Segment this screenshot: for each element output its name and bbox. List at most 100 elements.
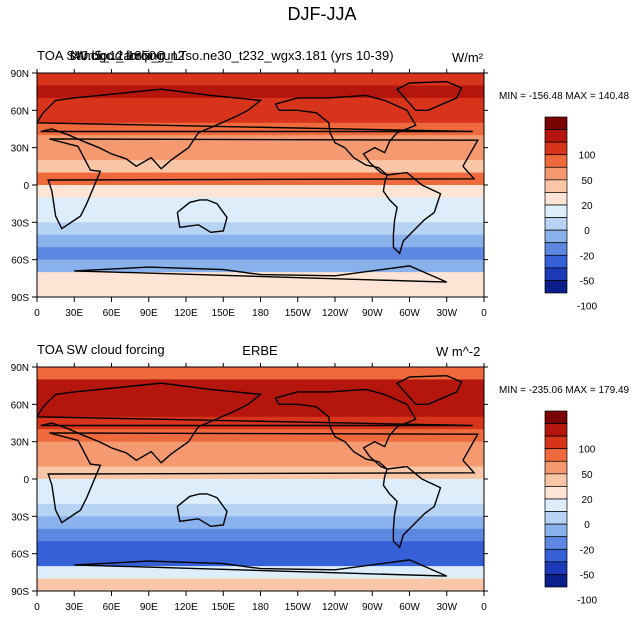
x-tick-label: 30W — [436, 308, 457, 319]
colorbar-label: -50 — [580, 570, 595, 581]
colorbar-label: 20 — [581, 495, 593, 506]
colorbar-swatch — [544, 410, 568, 424]
colorbar-swatch — [544, 192, 568, 206]
colorbar-swatch — [544, 229, 568, 244]
field-band — [37, 122, 484, 136]
panel-center-title-overlap: f40.bgc.2.1850C_LTso.ne30_t232_wgx3.181 … — [70, 48, 394, 63]
y-tick-label: 30N — [11, 144, 29, 155]
x-tick-label: 90E — [140, 602, 158, 613]
map-field — [37, 73, 484, 297]
field-band — [37, 185, 484, 199]
axis-ticks: 0 30E 60E 90E 120E 150E 180 150W 120W 90W 60W 30W 09… — [11, 69, 488, 319]
field-band — [37, 259, 484, 273]
x-tick-label: 150E — [212, 602, 236, 613]
colorbar-swatch — [544, 179, 568, 193]
y-tick-label: 60N — [11, 400, 29, 411]
colorbar-label: 50 — [581, 176, 593, 187]
colorbar-swatch — [544, 523, 568, 538]
y-tick-label: 90N — [11, 363, 29, 374]
coastline — [274, 94, 417, 176]
coastline — [176, 199, 228, 234]
colorbar: 100 50 20 0 -20 -50 -100 — [544, 116, 597, 313]
field-band — [37, 160, 484, 174]
colorbar-label: 50 — [581, 470, 593, 481]
colorbar-swatch — [544, 548, 568, 563]
x-tick-label: 30E — [65, 602, 83, 613]
coastline — [274, 388, 417, 470]
y-tick-label: 0 — [23, 181, 29, 192]
colorbar-label: -100 — [577, 596, 597, 607]
x-tick-label: 0 — [481, 602, 487, 613]
y-tick-label: 90N — [11, 69, 29, 80]
colorbar: 100 50 20 0 -20 -50 -100 — [544, 410, 597, 607]
colorbar-swatch — [544, 486, 568, 500]
field-band — [37, 503, 484, 517]
colorbar-swatch — [544, 574, 568, 588]
y-tick-label: 60S — [11, 550, 29, 561]
colorbar-swatch — [544, 242, 568, 256]
colorbar-swatch — [544, 498, 568, 512]
field-band — [37, 85, 484, 99]
coastline — [395, 80, 463, 112]
x-tick-label: 120E — [174, 602, 198, 613]
colorbar-swatch — [544, 473, 568, 487]
colorbar-swatch — [544, 129, 568, 143]
y-tick-label: 60S — [11, 256, 29, 267]
coastline — [74, 265, 448, 283]
y-tick-label: 90S — [11, 587, 29, 598]
y-tick-label: 90S — [11, 293, 29, 304]
axis-ticks: 0 30E 60E 90E 120E 150E 180 150W 120W 90W 60W 30W 09… — [11, 363, 488, 613]
x-tick-label: 120W — [322, 602, 349, 613]
coastline — [395, 374, 463, 405]
colorbar-label: -20 — [580, 545, 595, 556]
coastline — [47, 138, 480, 230]
colorbar-swatch — [544, 217, 568, 231]
field-band — [37, 234, 484, 248]
colorbar-label: 20 — [581, 201, 593, 212]
colorbar-swatch — [544, 116, 568, 130]
x-tick-label: 150W — [285, 602, 312, 613]
field-band — [37, 284, 484, 297]
x-tick-label: 60E — [103, 308, 121, 319]
colorbar-swatch — [544, 254, 568, 269]
colorbar-swatch — [544, 448, 568, 462]
panel-left-title: TOA SW cloud forcing — [37, 342, 165, 357]
coastlines — [37, 374, 480, 577]
y-tick-label: 60N — [11, 106, 29, 117]
coastline — [47, 432, 480, 524]
colorbar-label: 0 — [584, 520, 590, 531]
field-band — [37, 429, 484, 443]
panel-center-title: cam5_1_amip_run2 — [70, 48, 185, 63]
coastline — [37, 382, 473, 464]
field-band — [37, 566, 484, 580]
field-band — [37, 247, 484, 261]
colorbar-swatch — [544, 280, 568, 294]
x-tick-label: 180 — [252, 308, 269, 319]
y-tick-label: 30S — [11, 512, 29, 523]
colorbar-swatch — [544, 435, 568, 450]
x-tick-label: 0 — [34, 602, 40, 613]
panel-stats: MIN = -156.48 MAX = 140.48 — [499, 91, 630, 102]
colorbar-swatch — [544, 460, 568, 475]
x-tick-label: 30E — [65, 308, 83, 319]
field-band — [37, 416, 484, 430]
y-tick-label: 30N — [11, 438, 29, 449]
field-band — [37, 110, 484, 124]
colorbar-label: 100 — [579, 151, 596, 162]
field-band — [37, 135, 484, 149]
panel-units: W m^-2 — [436, 344, 480, 359]
field-band — [37, 391, 484, 405]
y-tick-label: 0 — [23, 475, 29, 486]
x-tick-label: 30W — [436, 602, 457, 613]
colorbar-swatch — [544, 561, 568, 575]
x-tick-label: 60E — [103, 602, 121, 613]
x-tick-label: 60W — [399, 602, 420, 613]
coastline — [382, 465, 442, 549]
field-band — [37, 73, 484, 87]
colorbar-swatch — [544, 141, 568, 156]
coastline — [176, 493, 228, 528]
field-band — [37, 441, 484, 455]
panel-observations: TOA SW cloud forcing ERBE W m^-2 MIN = -… — [11, 342, 630, 613]
colorbar-label: 100 — [579, 445, 596, 456]
